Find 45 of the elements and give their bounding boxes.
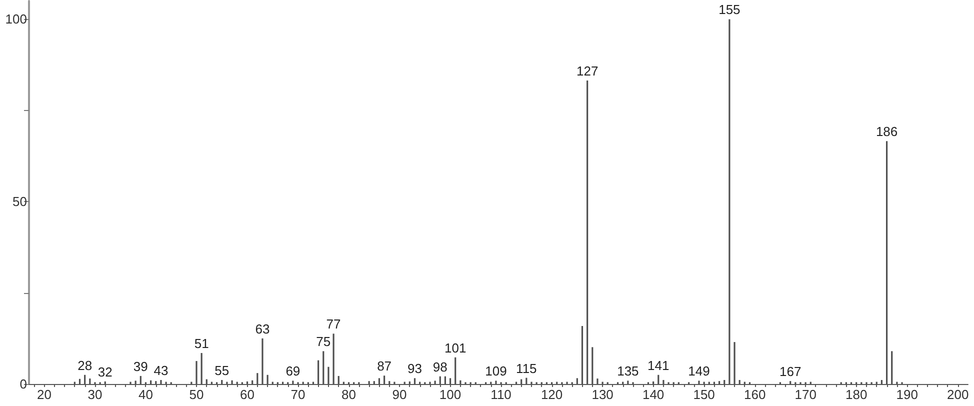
annotation: 28 [78, 358, 92, 373]
annotation: 51 [194, 336, 209, 351]
annotation: 186 [876, 124, 898, 140]
annotation: 127 [576, 64, 598, 79]
annotation: 69 [286, 364, 300, 379]
x-tick-label: 140 [642, 387, 664, 402]
x-tick-label: 60 [240, 387, 254, 402]
annotation: 39 [133, 358, 148, 374]
annotation: 75 [316, 334, 331, 350]
y-tick-label: 0 [20, 376, 27, 392]
annotation: 43 [154, 362, 168, 378]
annotation: 32 [98, 364, 112, 380]
x-tick-label: 30 [88, 387, 102, 402]
x-tick-label: 90 [392, 387, 407, 402]
x-tick-label: 130 [592, 387, 614, 402]
x-tick-label: 160 [744, 387, 766, 402]
annotation: 155 [718, 2, 740, 18]
annotation: 135 [617, 364, 639, 379]
annotation: 93 [408, 361, 422, 376]
annotation: 87 [377, 358, 392, 374]
x-tick-label: 120 [540, 387, 563, 402]
annotation: 141 [648, 358, 670, 373]
annotation: 115 [516, 360, 537, 376]
x-tick-label: 50 [189, 387, 204, 402]
annotation: 149 [688, 364, 710, 379]
x-tick-label: 110 [490, 387, 512, 402]
x-tick-label: 180 [845, 387, 868, 402]
x-tick-label: 190 [896, 387, 918, 402]
x-tick-label: 40 [138, 387, 153, 402]
annotation: 98 [432, 359, 448, 374]
annotation: 167 [780, 364, 802, 380]
annotation: 101 [444, 340, 466, 356]
x-tick-label: 100 [439, 387, 462, 402]
annotation: 63 [255, 321, 270, 336]
y-tick-label: 100 [5, 12, 27, 27]
y-tick-label: 50 [12, 194, 27, 210]
x-tick-label: 200 [946, 387, 969, 402]
x-tick-label: 70 [290, 387, 306, 402]
x-tick-label: 150 [693, 387, 715, 402]
annotation: 55 [214, 362, 230, 378]
annotation: 109 [485, 364, 507, 379]
x-tick-label: 20 [36, 387, 52, 402]
x-tick-label: 170 [794, 387, 816, 402]
annotation: 77 [326, 316, 341, 332]
x-tick-label: 80 [342, 387, 356, 402]
